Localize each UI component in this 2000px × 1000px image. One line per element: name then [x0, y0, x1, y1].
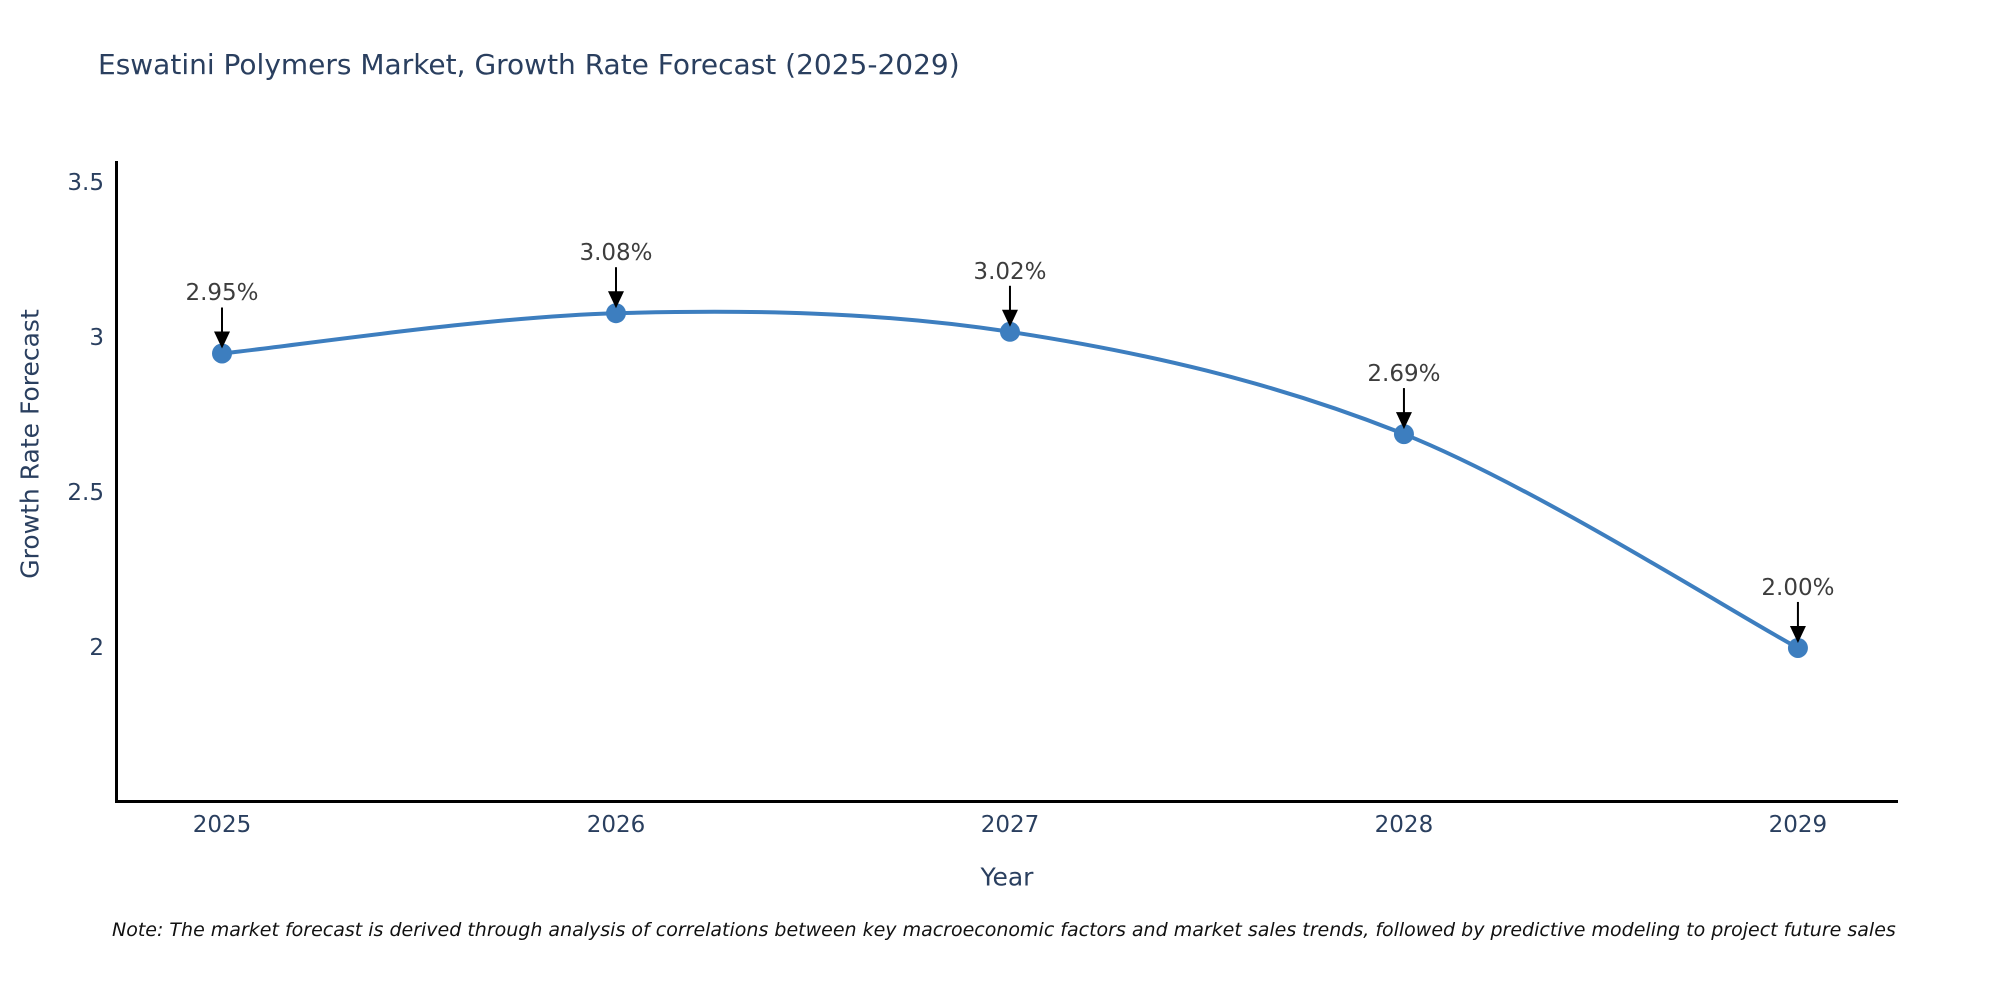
y-tick-label: 3.5: [67, 170, 104, 196]
point-value-label: 2.00%: [1761, 574, 1835, 601]
data-point-marker: [999, 321, 1020, 342]
x-axis-line: [115, 800, 1898, 803]
x-tick-label: 2029: [1768, 812, 1828, 838]
point-value-label: 2.95%: [185, 280, 259, 307]
point-value-label: 3.02%: [973, 258, 1047, 285]
y-tick-label: 3: [89, 324, 104, 351]
point-value-label: 3.08%: [579, 240, 653, 267]
trend-line: [221, 309, 1799, 650]
data-point-marker: [1393, 424, 1414, 445]
annotation-arrow-head: [1001, 309, 1018, 327]
x-tick-label: 2026: [586, 812, 646, 838]
data-point-marker: [212, 343, 233, 364]
annotation-arrow-head: [214, 331, 231, 349]
annotation-arrow-head: [1395, 412, 1412, 430]
x-axis-title: Year: [980, 862, 1034, 892]
annotation-arrow-head: [1789, 625, 1806, 643]
x-tick-label: 2028: [1374, 812, 1434, 838]
x-tick-label: 2025: [192, 812, 252, 838]
y-tick-label: 2: [89, 634, 104, 661]
point-value-label: 2.69%: [1367, 361, 1441, 388]
annotation-arrow-head: [607, 291, 624, 309]
data-point-marker: [1787, 637, 1808, 658]
footnote: Note: The market forecast is derived thr…: [112, 919, 1896, 941]
y-axis-line: [115, 161, 118, 803]
x-tick-label: 2027: [980, 812, 1040, 838]
data-point-marker: [605, 303, 626, 324]
y-tick-label: 2.5: [67, 479, 104, 506]
chart-title: Eswatini Polymers Market, Growth Rate Fo…: [98, 48, 960, 81]
